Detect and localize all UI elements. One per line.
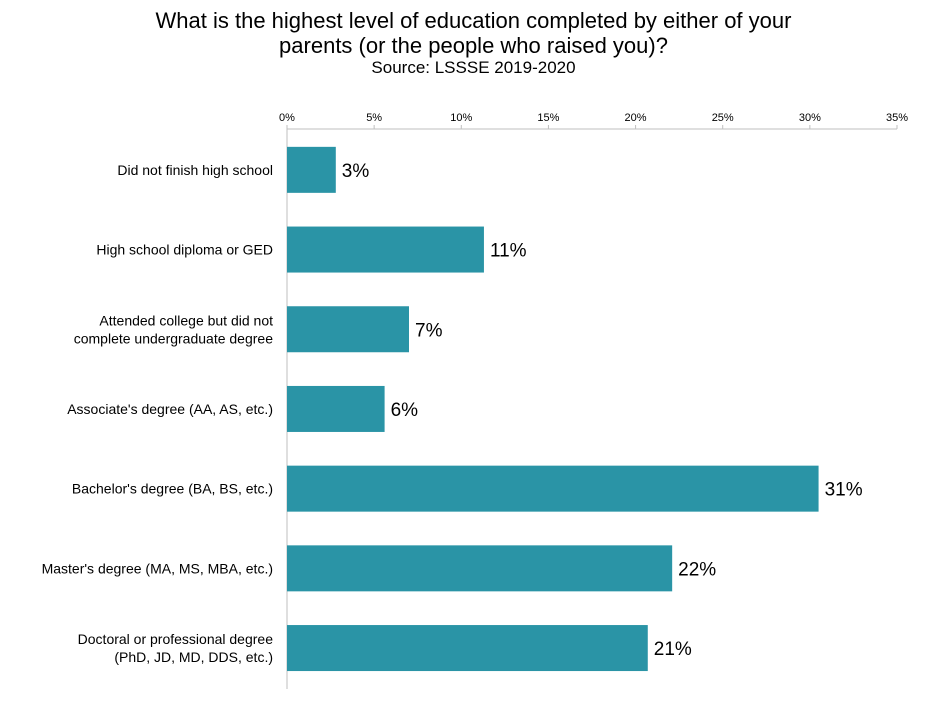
x-tick-label: 5% xyxy=(366,112,382,124)
category-label: Associate's degree (AA, AS, etc.) xyxy=(67,401,273,417)
bar xyxy=(287,625,648,672)
bar xyxy=(287,465,819,512)
bar xyxy=(287,146,336,193)
chart-header: What is the highest level of education c… xyxy=(0,8,947,78)
x-tick-label: 25% xyxy=(712,112,734,124)
x-tick-label: 30% xyxy=(799,112,821,124)
data-label: 11% xyxy=(490,241,527,262)
category-label: Doctoral or professional degree (PhD, JD,… xyxy=(78,631,274,665)
bar xyxy=(287,306,409,353)
category-label: Bachelor's degree (BA, BS, etc.) xyxy=(72,481,273,497)
bar-series: Did not finish high school 3% High school … xyxy=(42,146,863,672)
x-tick-label: 10% xyxy=(450,112,472,124)
x-axis: 0% 5% 10% 15% 20% 25% 30% 35% xyxy=(279,112,908,689)
bar xyxy=(287,226,484,273)
category-label: Master's degree (MA, MS, MBA, etc.) xyxy=(42,560,273,576)
x-tick-label: 20% xyxy=(625,112,647,124)
x-tick-label: 35% xyxy=(886,112,908,124)
chart-subtitle: Source: LSSSE 2019-2020 xyxy=(371,58,576,77)
data-label: 7% xyxy=(415,320,443,341)
chart-title: What is the highest level of education c… xyxy=(155,8,792,58)
bar xyxy=(287,385,385,432)
bar xyxy=(287,545,673,592)
data-label: 6% xyxy=(391,400,419,421)
data-label: 22% xyxy=(678,559,716,580)
category-label: High school diploma or GED xyxy=(96,242,273,258)
category-label: Did not finish high school xyxy=(117,162,273,178)
data-label: 3% xyxy=(342,161,370,182)
x-tick-label: 15% xyxy=(537,112,559,124)
x-tick-label: 0% xyxy=(279,112,295,124)
category-label: Attended college but did not complete und… xyxy=(74,312,273,346)
data-label: 31% xyxy=(825,480,863,501)
data-label: 21% xyxy=(654,639,692,660)
